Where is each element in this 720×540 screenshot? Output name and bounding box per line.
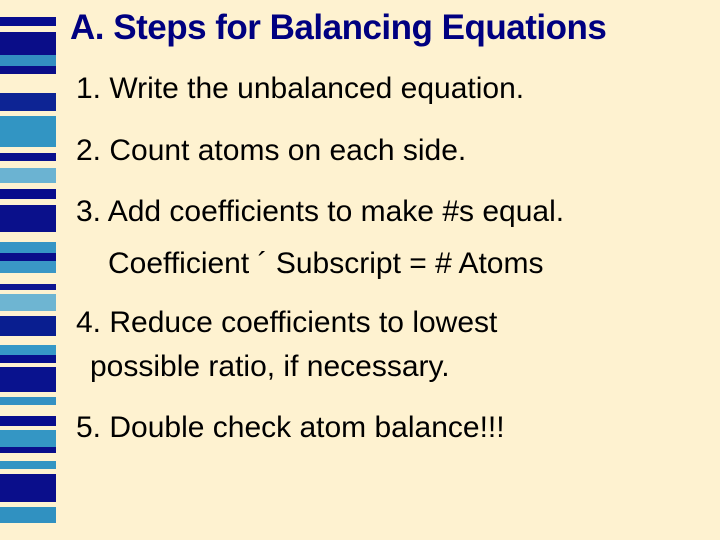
stripe: [0, 397, 56, 405]
step-2: 2. Count atoms on each side.: [76, 132, 714, 170]
slide: A. Steps for Balancing Equations 1. Writ…: [0, 0, 720, 540]
stripe: [0, 461, 56, 469]
stripe: [0, 507, 56, 524]
stripe: [0, 474, 56, 503]
stripe: [0, 416, 56, 426]
stripe: [0, 453, 56, 461]
stripe: [0, 336, 56, 344]
stripe: [0, 116, 56, 147]
stripe: [0, 367, 56, 392]
stripe: [0, 253, 56, 261]
stripe: [0, 153, 56, 161]
stripe: [0, 430, 56, 447]
stripe: [0, 316, 56, 337]
step-4-line1: 4. Reduce coefficients to lowest: [76, 304, 714, 342]
stripe: [0, 74, 56, 88]
stripe: [0, 32, 56, 55]
step-4-line2: possible ratio, if necessary.: [76, 348, 714, 386]
stripe: [0, 17, 56, 26]
decorative-stripes: [0, 0, 56, 540]
stripe: [0, 242, 56, 252]
stripe: [0, 232, 56, 242]
stripe: [0, 93, 56, 112]
stripe: [0, 355, 56, 363]
stripe: [0, 66, 56, 74]
stripe: [0, 273, 56, 283]
stripe: [0, 189, 56, 199]
step-4: 4. Reduce coefficients to lowest possibl…: [76, 304, 714, 385]
stripe: [0, 523, 56, 540]
stripe: [0, 261, 56, 273]
stripe: [0, 405, 56, 415]
stripe: [0, 168, 56, 182]
step-3-detail: Coefficient ´ Subscript = # Atoms: [76, 245, 714, 283]
slide-title: A. Steps for Balancing Equations: [66, 8, 714, 48]
stripe: [0, 55, 56, 66]
stripe: [0, 161, 56, 168]
stripe: [0, 205, 56, 232]
content-area: A. Steps for Balancing Equations 1. Writ…: [56, 0, 720, 540]
step-5: 5. Double check atom balance!!!: [76, 409, 714, 447]
step-1: 1. Write the unbalanced equation.: [76, 70, 714, 108]
stripe: [0, 0, 56, 17]
stripe: [0, 345, 56, 355]
stripe: [0, 294, 56, 311]
step-3: 3. Add coefficients to make #s equal.: [76, 193, 714, 231]
step-list: 1. Write the unbalanced equation. 2. Cou…: [66, 70, 714, 447]
